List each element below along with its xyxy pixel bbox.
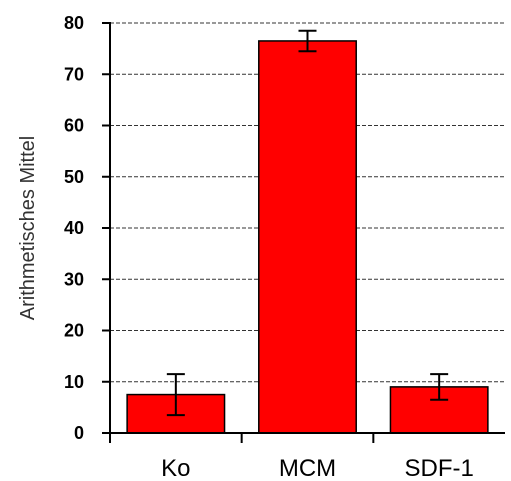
y-tick-label-0: 0	[74, 423, 84, 443]
y-tick-label-30: 30	[64, 269, 84, 289]
y-tick-label-50: 50	[64, 167, 84, 187]
y-axis-label: Arithmetisches Mittel	[17, 136, 39, 321]
tick-labels: Ko MCM SDF-1 0 10 20 30 40 50 60 70 80	[64, 13, 474, 481]
y-tick-label-60: 60	[64, 116, 84, 136]
y-tick-label-10: 10	[64, 372, 84, 392]
x-tick-label-SDF-1: SDF-1	[404, 455, 473, 481]
bar-MCM	[258, 40, 357, 434]
y-tick-label-80: 80	[64, 13, 84, 33]
bars	[126, 29, 489, 434]
axes	[102, 22, 505, 443]
y-tick-label-70: 70	[64, 64, 84, 84]
x-tick-label-MCM: MCM	[279, 455, 336, 481]
y-tick-label-20: 20	[64, 321, 84, 341]
x-tick-label-Ko: Ko	[161, 455, 190, 481]
y-tick-label-40: 40	[64, 218, 84, 238]
